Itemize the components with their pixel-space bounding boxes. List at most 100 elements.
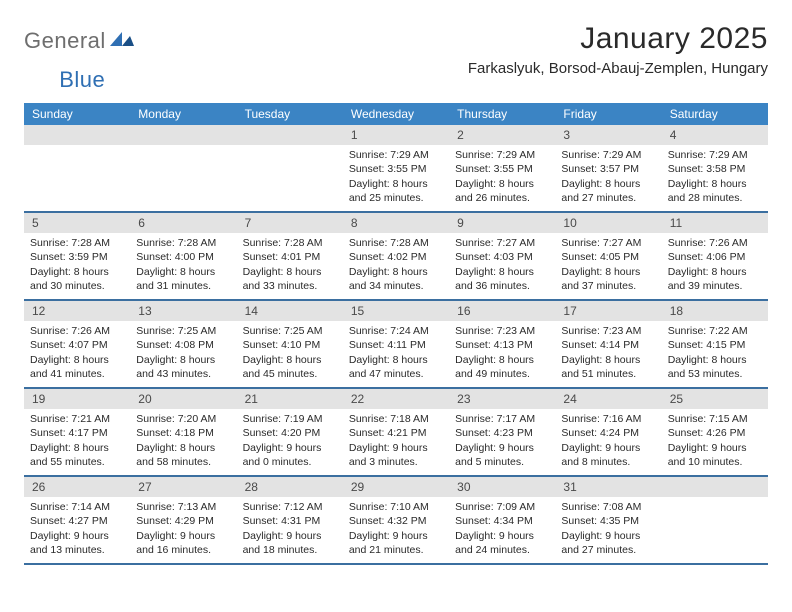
day-number-wrap: 21 (237, 389, 343, 409)
sunrise-line: Sunrise: 7:25 AM (136, 324, 230, 338)
day-info: Sunrise: 7:28 AMSunset: 4:00 PMDaylight:… (136, 236, 230, 293)
day-number: 23 (457, 392, 470, 406)
daylight-line-1: Daylight: 8 hours (136, 265, 230, 279)
day-number: 30 (457, 480, 470, 494)
day-number-wrap: . (24, 125, 130, 145)
day-number-wrap: 31 (555, 477, 661, 497)
day-number: 1 (351, 128, 358, 142)
day-info: Sunrise: 7:26 AMSunset: 4:07 PMDaylight:… (30, 324, 124, 381)
sunset-line: Sunset: 4:05 PM (561, 250, 655, 264)
daylight-line-1: Daylight: 8 hours (136, 441, 230, 455)
day-number: 4 (670, 128, 677, 142)
sunset-line: Sunset: 3:55 PM (455, 162, 549, 176)
week-row: 12 Sunrise: 7:26 AMSunset: 4:07 PMDayligh… (24, 301, 768, 389)
sunset-line: Sunset: 4:07 PM (30, 338, 124, 352)
daylight-line-1: Daylight: 9 hours (349, 441, 443, 455)
month-title: January 2025 (468, 22, 768, 56)
day-number-wrap: 12 (24, 301, 130, 321)
daylight-line-2: and 10 minutes. (668, 455, 762, 469)
day-number: 11 (670, 216, 682, 230)
day-info: Sunrise: 7:29 AMSunset: 3:55 PMDaylight:… (349, 148, 443, 205)
daylight-line-1: Daylight: 9 hours (561, 441, 655, 455)
day-info: Sunrise: 7:27 AMSunset: 4:03 PMDaylight:… (455, 236, 549, 293)
day-number: 10 (563, 216, 576, 230)
day-number: 26 (32, 480, 45, 494)
day-cell: 3Sunrise: 7:29 AMSunset: 3:57 PMDaylight… (555, 125, 661, 211)
sunrise-line: Sunrise: 7:28 AM (136, 236, 230, 250)
sunset-line: Sunset: 4:18 PM (136, 426, 230, 440)
daylight-line-1: Daylight: 9 hours (30, 529, 124, 543)
day-number-wrap: 3 (555, 125, 661, 145)
day-info: Sunrise: 7:29 AMSunset: 3:58 PMDaylight:… (668, 148, 762, 205)
day-number-wrap: 10 (555, 213, 661, 233)
day-number: 5 (32, 216, 39, 230)
day-info: Sunrise: 7:29 AMSunset: 3:55 PMDaylight:… (455, 148, 549, 205)
day-info: Sunrise: 7:10 AMSunset: 4:32 PMDaylight:… (349, 500, 443, 557)
calendar-grid: Sunday Monday Tuesday Wednesday Thursday… (24, 103, 768, 565)
day-cell: 21Sunrise: 7:19 AMSunset: 4:20 PMDayligh… (237, 389, 343, 475)
day-number: 21 (245, 392, 258, 406)
daylight-line-1: Daylight: 8 hours (136, 353, 230, 367)
day-number-wrap: . (662, 477, 768, 497)
sunrise-line: Sunrise: 7:18 AM (349, 412, 443, 426)
day-info: Sunrise: 7:23 AMSunset: 4:14 PMDaylight:… (561, 324, 655, 381)
daylight-line-2: and 5 minutes. (455, 455, 549, 469)
daylight-line-1: Daylight: 8 hours (30, 353, 124, 367)
day-number-wrap: 23 (449, 389, 555, 409)
sunset-line: Sunset: 4:20 PM (243, 426, 337, 440)
day-number-wrap: 17 (555, 301, 661, 321)
day-info: Sunrise: 7:09 AMSunset: 4:34 PMDaylight:… (455, 500, 549, 557)
sunrise-line: Sunrise: 7:28 AM (243, 236, 337, 250)
day-cell: 13Sunrise: 7:25 AMSunset: 4:08 PMDayligh… (130, 301, 236, 387)
day-number: 3 (563, 128, 570, 142)
daylight-line-1: Daylight: 9 hours (349, 529, 443, 543)
daylight-line-2: and 0 minutes. (243, 455, 337, 469)
day-cell: 30 Sunrise: 7:09 AMSunset: 4:34 PMDayligh… (449, 477, 555, 563)
sunset-line: Sunset: 4:01 PM (243, 250, 337, 264)
day-cell: 10Sunrise: 7:27 AMSunset: 4:05 PMDayligh… (555, 213, 661, 299)
day-number-wrap: 20 (130, 389, 236, 409)
day-cell: 22 Sunrise: 7:18 AMSunset: 4:21 PMDayligh… (343, 389, 449, 475)
daylight-line-1: Daylight: 8 hours (349, 353, 443, 367)
daylight-line-2: and 31 minutes. (136, 279, 230, 293)
day-cell: 18Sunrise: 7:22 AMSunset: 4:15 PMDayligh… (662, 301, 768, 387)
day-number: 8 (351, 216, 358, 230)
daylight-line-1: Daylight: 8 hours (561, 265, 655, 279)
sunset-line: Sunset: 4:10 PM (243, 338, 337, 352)
day-info: Sunrise: 7:23 AMSunset: 4:13 PMDaylight:… (455, 324, 549, 381)
day-number-wrap: 19 (24, 389, 130, 409)
sunrise-line: Sunrise: 7:29 AM (561, 148, 655, 162)
day-number: 22 (351, 392, 364, 406)
daylight-line-1: Daylight: 8 hours (455, 353, 549, 367)
daylight-line-2: and 39 minutes. (668, 279, 762, 293)
daylight-line-1: Daylight: 8 hours (455, 177, 549, 191)
day-info: Sunrise: 7:25 AMSunset: 4:10 PMDaylight:… (243, 324, 337, 381)
daylight-line-2: and 8 minutes. (561, 455, 655, 469)
day-cell: 26Sunrise: 7:14 AMSunset: 4:27 PMDayligh… (24, 477, 130, 563)
sunset-line: Sunset: 4:26 PM (668, 426, 762, 440)
day-number: 31 (563, 480, 576, 494)
day-cell: 31Sunrise: 7:08 AMSunset: 4:35 PMDayligh… (555, 477, 661, 563)
sunset-line: Sunset: 4:23 PM (455, 426, 549, 440)
daylight-line-2: and 24 minutes. (455, 543, 549, 557)
daylight-line-1: Daylight: 8 hours (243, 265, 337, 279)
day-cell: . (24, 125, 130, 211)
day-number: 20 (138, 392, 151, 406)
day-number-wrap: 14 (237, 301, 343, 321)
sunset-line: Sunset: 4:08 PM (136, 338, 230, 352)
week-row: 26Sunrise: 7:14 AMSunset: 4:27 PMDayligh… (24, 477, 768, 565)
sunrise-line: Sunrise: 7:21 AM (30, 412, 124, 426)
day-number-wrap: 25 (662, 389, 768, 409)
sunrise-line: Sunrise: 7:29 AM (349, 148, 443, 162)
daylight-line-1: Daylight: 8 hours (30, 265, 124, 279)
day-number-wrap: . (237, 125, 343, 145)
daylight-line-2: and 49 minutes. (455, 367, 549, 381)
day-number-wrap: 30 (449, 477, 555, 497)
sunrise-line: Sunrise: 7:22 AM (668, 324, 762, 338)
day-info: Sunrise: 7:12 AMSunset: 4:31 PMDaylight:… (243, 500, 337, 557)
daylight-line-1: Daylight: 9 hours (243, 441, 337, 455)
daylight-line-1: Daylight: 9 hours (455, 441, 549, 455)
day-info: Sunrise: 7:18 AMSunset: 4:21 PMDaylight:… (349, 412, 443, 469)
sunset-line: Sunset: 4:17 PM (30, 426, 124, 440)
day-info: Sunrise: 7:24 AMSunset: 4:11 PMDaylight:… (349, 324, 443, 381)
